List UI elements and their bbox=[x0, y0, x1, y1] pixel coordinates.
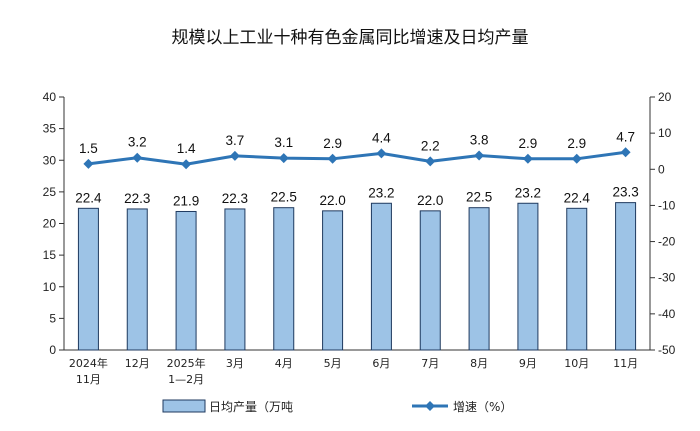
right-tick-label: -50 bbox=[658, 343, 676, 357]
legend: 日均产量（万吨 增速（%） bbox=[162, 399, 512, 414]
bar-value-label: 23.2 bbox=[368, 185, 394, 200]
left-tick-label: 30 bbox=[43, 153, 57, 167]
bar bbox=[224, 208, 246, 351]
legend-line-label: 增速（%） bbox=[453, 400, 512, 414]
line-point bbox=[620, 147, 631, 158]
bar-value-label: 22.3 bbox=[124, 191, 150, 206]
line-point bbox=[229, 150, 240, 161]
line-point bbox=[522, 153, 533, 164]
bar-value-label: 23.3 bbox=[612, 185, 638, 200]
legend-bar-label: 日均产量（万吨 bbox=[209, 400, 293, 414]
category-label: 8月 bbox=[470, 357, 488, 370]
bar bbox=[322, 210, 344, 351]
line-value-label: 1.5 bbox=[79, 141, 98, 156]
bar bbox=[566, 207, 588, 351]
line-value-label: 3.8 bbox=[470, 133, 489, 148]
legend-line-marker bbox=[425, 401, 435, 411]
right-tick-label: -20 bbox=[658, 235, 676, 249]
line-point bbox=[278, 153, 289, 164]
left-tick-label: 35 bbox=[43, 122, 57, 136]
line-value-label: 4.7 bbox=[616, 129, 635, 144]
bar bbox=[517, 202, 539, 351]
left-tick-label: 25 bbox=[43, 185, 57, 199]
line-value-label: 2.9 bbox=[323, 136, 342, 151]
bar-value-label: 22.0 bbox=[417, 193, 443, 208]
category-label: 3月 bbox=[226, 357, 244, 370]
bar bbox=[175, 210, 197, 351]
line-value-label: 3.7 bbox=[226, 133, 245, 148]
left-tick-label: 15 bbox=[43, 248, 57, 262]
line-value-label: 4.4 bbox=[372, 130, 391, 145]
bar-value-label: 22.4 bbox=[564, 190, 591, 205]
bar bbox=[126, 208, 148, 351]
left-tick-label: 10 bbox=[43, 280, 57, 294]
left-tick-label: 0 bbox=[49, 343, 56, 357]
line-point bbox=[132, 152, 143, 163]
bar-value-label: 22.4 bbox=[75, 190, 102, 205]
bar-series bbox=[77, 202, 637, 351]
category-label: 12月 bbox=[125, 357, 150, 370]
category-label: 6月 bbox=[372, 357, 390, 370]
line-point bbox=[425, 156, 436, 167]
growth-line bbox=[88, 150, 626, 166]
line-value-label: 3.2 bbox=[128, 135, 147, 150]
line-series bbox=[83, 147, 631, 170]
bar bbox=[77, 207, 99, 351]
right-tick-label: 10 bbox=[658, 126, 672, 140]
right-tick-label: 0 bbox=[658, 162, 665, 176]
left-tick-label: 5 bbox=[49, 311, 56, 325]
category-label: 9月 bbox=[519, 357, 537, 370]
left-tick-label: 20 bbox=[43, 217, 57, 231]
line-point bbox=[327, 153, 338, 164]
bar-value-label: 23.2 bbox=[515, 185, 541, 200]
chart-title: 规模以上工业十种有色金属同比增速及日均产量 bbox=[172, 28, 529, 48]
category-label: 7月 bbox=[421, 357, 439, 370]
right-tick-label: 20 bbox=[658, 90, 672, 104]
bar-value-label: 22.3 bbox=[222, 191, 248, 206]
right-tick-label: -10 bbox=[658, 198, 676, 212]
line-point bbox=[376, 148, 387, 159]
bar-value-label: 22.5 bbox=[466, 190, 492, 205]
left-axis: 0 5 10 15 20 25 30 35 40 bbox=[43, 90, 64, 357]
right-tick-label: -40 bbox=[658, 307, 676, 321]
bar bbox=[468, 207, 490, 351]
legend-bar-swatch bbox=[162, 399, 206, 413]
line-point bbox=[571, 153, 582, 164]
right-tick-label: -30 bbox=[658, 271, 676, 285]
category-label: 2024年 bbox=[69, 356, 108, 370]
category-label: 2025年 bbox=[167, 356, 206, 370]
category-label: 11月 bbox=[613, 357, 638, 370]
line-value-label: 2.9 bbox=[567, 136, 586, 151]
category-label: 11月 bbox=[76, 373, 101, 386]
line-point bbox=[474, 150, 485, 161]
bar-value-label: 22.0 bbox=[319, 193, 345, 208]
bar bbox=[419, 210, 441, 351]
bar bbox=[615, 202, 637, 351]
line-point bbox=[181, 159, 192, 170]
line-value-label: 2.9 bbox=[519, 136, 538, 151]
line-point bbox=[83, 158, 94, 169]
bar bbox=[273, 207, 295, 351]
bar bbox=[370, 202, 392, 351]
line-value-label: 3.1 bbox=[274, 135, 293, 150]
line-value-label: 1.4 bbox=[177, 141, 196, 156]
category-label: 1—2月 bbox=[168, 373, 204, 386]
bar-value-label: 21.9 bbox=[173, 193, 199, 208]
bar-data-labels: 22.4 22.3 21.9 22.3 22.5 22.0 23.2 22.0 22.5 23.2… bbox=[75, 185, 638, 209]
category-label: 4月 bbox=[275, 357, 293, 370]
line-data-labels: 1.5 3.2 1.4 3.7 3.1 2.9 4.4 2.2 3.8 2.9 2.9 4.7 bbox=[79, 129, 635, 156]
right-axis: -50 -40 -30 -20 -10 0 10 20 bbox=[650, 90, 676, 357]
left-tick-label: 40 bbox=[43, 90, 57, 104]
bar-value-label: 22.5 bbox=[271, 190, 297, 205]
category-label: 5月 bbox=[324, 357, 342, 370]
category-label: 10月 bbox=[564, 357, 589, 370]
line-value-label: 2.2 bbox=[421, 138, 440, 153]
category-axis-labels: 2024年 11月 12月 2025年 1—2月 3月 4月 5月 6月 7月 8月 9月 10月 11月 bbox=[69, 356, 638, 386]
